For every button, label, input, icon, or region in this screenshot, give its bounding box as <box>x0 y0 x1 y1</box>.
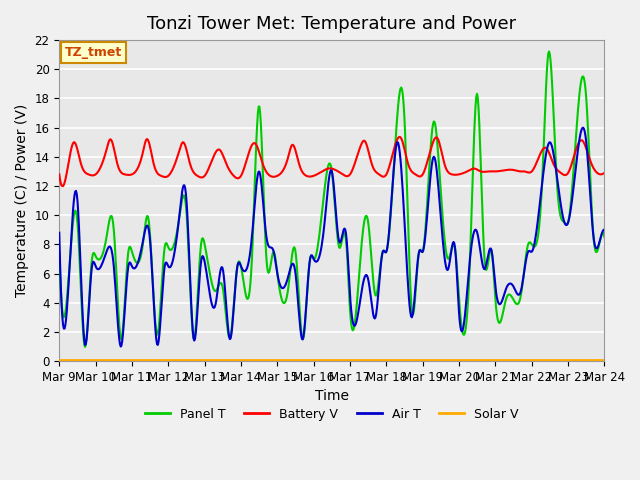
Title: Tonzi Tower Met: Temperature and Power: Tonzi Tower Met: Temperature and Power <box>147 15 516 33</box>
Text: TZ_tmet: TZ_tmet <box>65 46 122 59</box>
X-axis label: Time: Time <box>315 389 349 403</box>
Legend: Panel T, Battery V, Air T, Solar V: Panel T, Battery V, Air T, Solar V <box>140 403 524 425</box>
Y-axis label: Temperature (C) / Power (V): Temperature (C) / Power (V) <box>15 104 29 297</box>
